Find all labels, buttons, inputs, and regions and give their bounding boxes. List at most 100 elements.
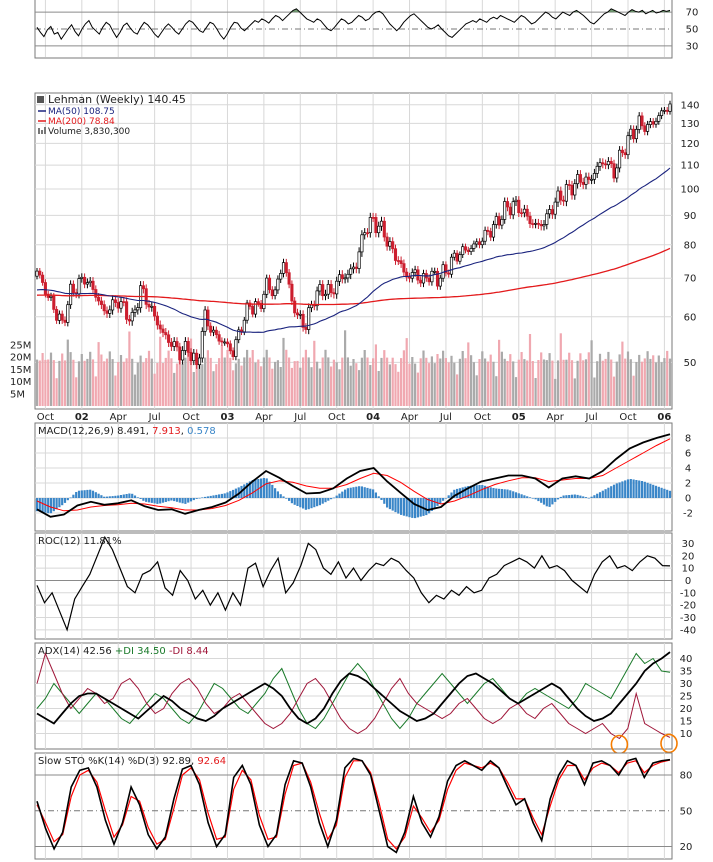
candle-body — [536, 222, 540, 225]
macd-histogram-bar — [590, 496, 593, 498]
adx-line — [36, 651, 671, 725]
macd-histogram-bar — [114, 495, 117, 498]
volume-bar — [657, 355, 660, 406]
macd-histogram-bar — [178, 498, 181, 503]
candle-body — [63, 319, 67, 323]
volume-bar — [279, 367, 282, 406]
macd-histogram-bar — [223, 493, 226, 498]
macd-histogram-bar — [133, 495, 137, 498]
candle-body — [77, 278, 81, 295]
macd-histogram-bar — [355, 486, 358, 498]
candle-body — [329, 284, 333, 293]
volume-bar — [108, 351, 111, 406]
roc-ytick-label: -20 — [680, 601, 696, 612]
macd-histogram-bar — [498, 488, 501, 498]
candle-body — [508, 206, 512, 216]
macd-histogram-bar — [484, 485, 487, 498]
macd-histogram-bar — [335, 495, 338, 498]
macd-histogram-bar — [607, 487, 610, 498]
macd-histogram-bar — [61, 498, 64, 506]
candle-body — [343, 277, 347, 280]
volume-bar — [271, 368, 274, 406]
macd-histogram-bar — [159, 498, 162, 504]
candle-body — [500, 219, 504, 226]
candle-body — [559, 190, 563, 201]
volume-bar — [596, 361, 599, 406]
x-tick-label: Jul — [148, 412, 161, 423]
macd-histogram-bar — [386, 498, 389, 508]
x-tick-label: 06 — [657, 412, 671, 423]
candle-body — [35, 270, 39, 277]
macd-histogram-bar — [394, 498, 397, 513]
candle-body — [155, 315, 159, 326]
candle-body — [164, 332, 168, 336]
macd-histogram-bar — [279, 494, 282, 498]
candle-body — [253, 301, 258, 315]
macd-histogram-bar — [352, 487, 355, 498]
candle-body — [351, 266, 356, 270]
volume-bar — [604, 358, 607, 406]
x-tick-label: 02 — [75, 412, 89, 423]
candle-body — [318, 284, 322, 292]
macd-histogram-bar — [117, 495, 120, 498]
volume-bar — [486, 361, 489, 406]
macd-histogram-bar — [150, 498, 153, 503]
volume-bar — [164, 357, 167, 406]
candle-body — [497, 216, 501, 226]
candle-body — [461, 246, 465, 255]
candle-body — [665, 109, 669, 112]
macd-value: 8.491 — [117, 426, 146, 437]
macd-histogram-bar — [89, 489, 92, 498]
adx-highlight-circle — [660, 733, 678, 754]
macd-histogram-bar — [195, 498, 198, 499]
volume-bar — [498, 339, 501, 406]
volume-bar — [380, 357, 383, 406]
candle-body — [553, 201, 557, 215]
volume-bar — [41, 353, 44, 406]
candle-body — [377, 225, 381, 234]
macd-histogram-bar — [321, 498, 324, 504]
candle-body — [158, 324, 162, 330]
x-tick-label: Jul — [439, 412, 452, 423]
macd-histogram-bar — [428, 498, 431, 514]
candle-body — [545, 213, 549, 225]
macd-histogram-bar — [35, 498, 39, 512]
macd-title: MACD(12,26,9) 8.491, 7.913, 0.578 — [38, 426, 216, 437]
candle-body — [119, 301, 123, 309]
candle-body — [175, 341, 179, 348]
macd-histogram-bar — [341, 491, 344, 498]
candle-body — [332, 292, 336, 295]
volume-bar — [430, 356, 433, 406]
candle-body — [127, 319, 131, 322]
candle-body — [279, 273, 283, 280]
macd-histogram-bar — [147, 498, 151, 503]
candle-body — [262, 293, 266, 309]
candle-body — [491, 224, 496, 238]
volume-ytick-label: 5M — [10, 389, 25, 400]
macd-histogram-bar — [666, 489, 669, 498]
x-tick-label: Apr — [401, 412, 419, 423]
volume-bar — [559, 333, 562, 406]
volume-bar — [327, 357, 330, 406]
volume-bar — [456, 374, 459, 406]
macd-histogram-bar — [582, 496, 585, 498]
macd-histogram-bar — [324, 498, 327, 503]
macd-histogram-bar — [69, 497, 72, 499]
macd-ytick-label: -2 — [683, 509, 693, 520]
volume-bar — [388, 364, 391, 406]
volume-bar — [478, 359, 481, 406]
candle-body — [267, 277, 272, 291]
macd-histogram-bar — [181, 498, 184, 504]
volume-bar — [246, 349, 249, 406]
candle-body — [116, 302, 120, 309]
volume-bar — [77, 361, 81, 406]
macd-histogram-bar — [108, 496, 111, 498]
candle-body — [438, 277, 442, 287]
x-tick-label: Oct — [474, 412, 491, 423]
volume-ytick-label: 20M — [10, 353, 31, 364]
volume-bar — [201, 364, 204, 406]
macd-histogram-bar — [492, 488, 495, 498]
macd-histogram-bar — [610, 486, 613, 498]
candle-body — [407, 276, 412, 279]
plus-di-line — [36, 652, 671, 730]
